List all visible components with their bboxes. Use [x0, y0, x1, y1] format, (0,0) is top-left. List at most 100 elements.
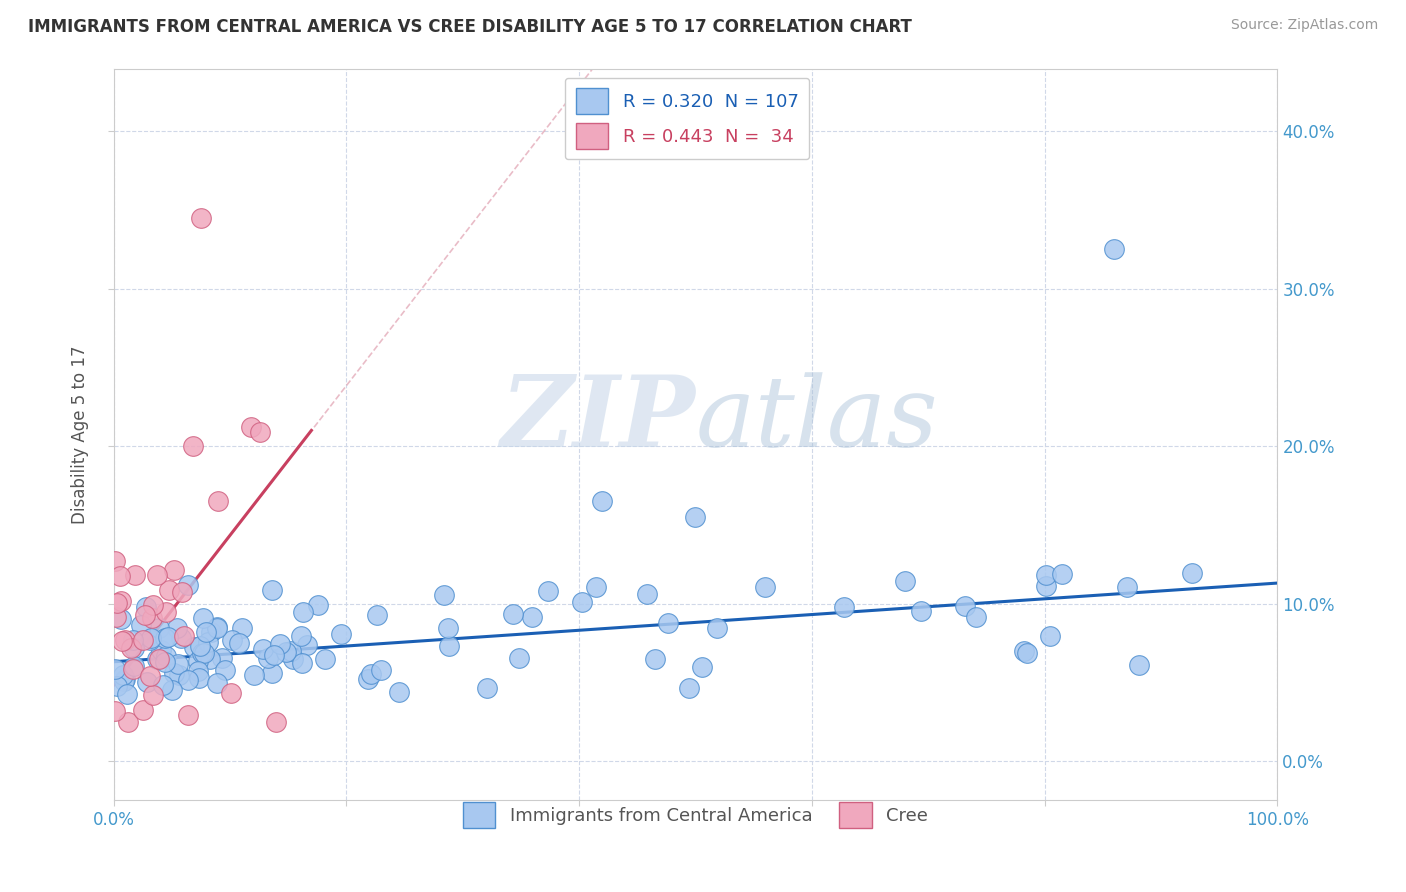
Point [263, 648, 285, 662]
Point [139, 631, 162, 645]
Point [105, 610, 128, 624]
Point [269, 637, 291, 651]
Point [240, 420, 263, 434]
Point [197, 635, 219, 649]
Point [910, 604, 932, 618]
Point [893, 574, 915, 588]
Point [1104, 243, 1126, 257]
Point [146, 652, 169, 666]
Point [181, 439, 204, 453]
Point [636, 587, 658, 601]
Point [157, 631, 180, 645]
Point [136, 675, 159, 690]
Point [433, 588, 456, 602]
Point [162, 682, 184, 697]
Point [193, 646, 215, 660]
Point [281, 652, 304, 666]
Point [754, 580, 776, 594]
Point [211, 651, 233, 665]
Point [163, 563, 186, 577]
Point [114, 673, 136, 687]
Point [1012, 644, 1035, 658]
Point [221, 632, 243, 647]
Point [1035, 579, 1057, 593]
Point [148, 651, 170, 665]
Point [115, 687, 138, 701]
Point [522, 610, 544, 624]
Point [148, 621, 170, 635]
Point [177, 673, 200, 687]
Point [690, 660, 713, 674]
Point [280, 643, 302, 657]
Point [104, 704, 127, 718]
Point [138, 669, 160, 683]
Point [965, 610, 987, 624]
Point [266, 714, 288, 729]
Point [132, 703, 155, 717]
Point [190, 211, 212, 225]
Point [231, 621, 253, 635]
Point [110, 612, 132, 626]
Point [200, 624, 222, 639]
Legend: Immigrants from Central America, Cree: Immigrants from Central America, Cree [456, 795, 935, 835]
Point [571, 595, 593, 609]
Point [111, 634, 134, 648]
Point [166, 621, 188, 635]
Point [291, 605, 314, 619]
Point [644, 651, 666, 665]
Point [252, 642, 274, 657]
Point [437, 621, 460, 635]
Point [150, 643, 173, 657]
Point [508, 650, 530, 665]
Point [200, 652, 222, 666]
Point [360, 666, 382, 681]
Point [108, 568, 131, 582]
Point [1052, 566, 1074, 581]
Point [207, 494, 229, 508]
Point [131, 618, 153, 632]
Point [122, 659, 145, 673]
Point [832, 600, 855, 615]
Point [537, 583, 560, 598]
Point [243, 668, 266, 682]
Point [117, 714, 139, 729]
Point [388, 685, 411, 699]
Point [260, 582, 283, 597]
Point [249, 425, 271, 440]
Point [131, 633, 153, 648]
Point [953, 599, 976, 614]
Point [191, 611, 214, 625]
Point [1128, 658, 1150, 673]
Point [141, 611, 163, 625]
Text: Source: ZipAtlas.com: Source: ZipAtlas.com [1230, 18, 1378, 32]
Point [163, 665, 186, 680]
Point [262, 665, 284, 680]
Point [357, 672, 380, 686]
Point [205, 676, 228, 690]
Point [190, 639, 212, 653]
Point [177, 708, 200, 723]
Text: IMMIGRANTS FROM CENTRAL AMERICA VS CREE DISABILITY AGE 5 TO 17 CORRELATION CHART: IMMIGRANTS FROM CENTRAL AMERICA VS CREE … [28, 18, 912, 36]
Point [114, 633, 136, 648]
Point [228, 636, 250, 650]
Point [152, 678, 174, 692]
Point [207, 621, 229, 635]
Point [307, 599, 329, 613]
Point [105, 679, 128, 693]
Point [591, 494, 613, 508]
Point [124, 568, 146, 582]
Point [139, 633, 162, 648]
Point [314, 652, 336, 666]
Point [155, 605, 177, 619]
Point [173, 629, 195, 643]
Point [188, 671, 211, 685]
Point [276, 645, 298, 659]
Point [1039, 629, 1062, 643]
Point [706, 621, 728, 635]
Point [167, 657, 190, 672]
Point [183, 640, 205, 655]
Point [502, 607, 524, 621]
Point [205, 620, 228, 634]
Point [112, 668, 135, 682]
Point [187, 664, 209, 678]
